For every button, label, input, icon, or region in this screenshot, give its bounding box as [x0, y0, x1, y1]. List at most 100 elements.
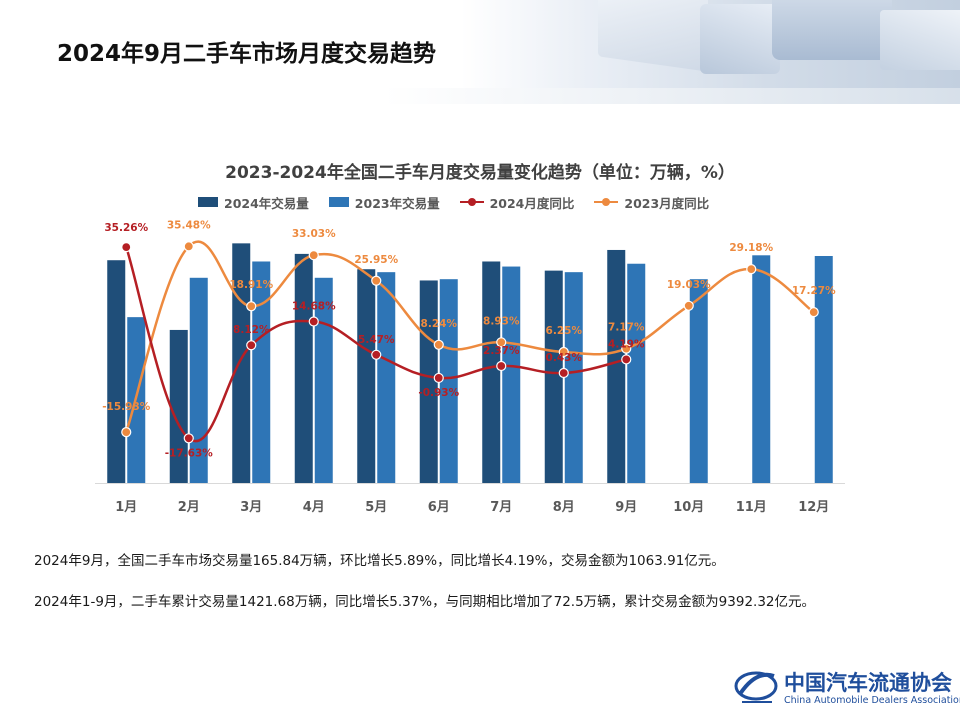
- legend-item-2024-yoy: 2024月度同比: [459, 193, 575, 212]
- bar-2024-7: [482, 261, 501, 483]
- bar-2024-8: [544, 270, 563, 483]
- bar-2024-1: [107, 260, 126, 483]
- legend-item-2024-volume: 2024年交易量: [198, 193, 309, 212]
- point-2024-yoy-8: [558, 367, 569, 379]
- point-2024-yoy-9: [621, 354, 632, 365]
- point-2023-yoy-10: [683, 300, 694, 311]
- point-2024-yoy-3: [246, 340, 257, 351]
- x-tick-label: 10月: [673, 500, 704, 515]
- legend-item-2023-yoy: 2023月度同比: [594, 193, 709, 212]
- point-2023-yoy-1: [121, 427, 132, 438]
- bar-2023-12: [814, 256, 833, 483]
- header-banner: [0, 0, 960, 104]
- bar-2023-10: [689, 279, 708, 483]
- data-label-2024-yoy: 14.68%: [292, 301, 336, 313]
- data-label-2023-yoy: 29.18%: [729, 242, 773, 254]
- chart-canvas: 1月 2月 3月 4月 5月 6月 7月 8月 9月 10月 11月 12月 35.26% -17.63%…: [95, 219, 845, 515]
- bar-2023-4: [314, 277, 333, 483]
- point-2024-yoy-7: [496, 360, 507, 372]
- legend-label: 2023年交易量: [354, 195, 440, 211]
- data-label-2024-yoy: 4.19%: [608, 338, 645, 350]
- x-tick-label: 8月: [553, 500, 575, 515]
- point-2024-yoy-4: [308, 316, 319, 327]
- legend-swatch: [198, 197, 218, 207]
- point-2023-yoy-3: [246, 301, 257, 312]
- x-tick-label: 2月: [178, 500, 200, 515]
- chart-legend: 2024年交易量 2023年交易量 2024月度同比 2023月度同比: [198, 192, 729, 212]
- point-2023-yoy-4: [308, 250, 319, 261]
- point-2024-yoy-1: [121, 242, 132, 253]
- data-label-2023-yoy: 18.91%: [229, 279, 273, 291]
- data-label-2024-yoy: 2.37%: [483, 345, 520, 357]
- x-tick-label: 6月: [428, 500, 450, 515]
- data-label-2023-yoy: -15.93%: [102, 401, 151, 413]
- header-band: [0, 88, 960, 104]
- data-label-2024-yoy: 8.12%: [233, 324, 270, 336]
- data-label-2024-yoy: -0.93%: [418, 387, 459, 399]
- cada-logo-mark: [734, 671, 778, 703]
- bar-2023-7: [502, 266, 521, 483]
- legend-swatch: [328, 197, 349, 207]
- point-2024-yoy-2: [183, 433, 194, 444]
- bar-2023-5: [377, 272, 396, 483]
- point-2023-yoy-2: [183, 241, 194, 252]
- legend-item-2023-volume: 2023年交易量: [328, 193, 440, 212]
- data-label-2023-yoy: 7.17%: [608, 322, 645, 334]
- cada-logo: 中国汽车流通协会 China Automobile Dealers Associ…: [734, 664, 960, 710]
- data-label-2023-yoy: 33.03%: [292, 228, 336, 240]
- data-label-2023-yoy: 8.24%: [421, 318, 458, 330]
- bar-2024-9: [607, 249, 626, 483]
- point-2023-yoy-9: [621, 343, 632, 354]
- logo-name-en: China Automobile Dealers Association: [784, 695, 960, 706]
- x-tick-label: 4月: [303, 500, 325, 515]
- point-2023-yoy-11: [746, 264, 757, 275]
- bar-2023-11: [752, 255, 771, 483]
- x-tick-label: 5月: [365, 500, 387, 515]
- decor-cube: [772, 0, 892, 60]
- point-2024-yoy-6: [433, 372, 444, 384]
- summary-note-1: 2024年9月，全国二手车市场交易量165.84万辆，环比增长5.89%，同比增…: [34, 553, 725, 569]
- page-title: 2024年9月二手车市场月度交易趋势: [57, 41, 437, 67]
- data-label-2024-yoy: 35.26%: [104, 222, 148, 234]
- legend-label: 2024年交易量: [224, 195, 309, 211]
- data-label-2024-yoy: -17.63%: [165, 447, 214, 459]
- bar-2024-2: [169, 329, 188, 483]
- x-tick-label: 3月: [240, 500, 262, 515]
- data-label-2024-yoy: 0.43%: [546, 352, 583, 364]
- legend-label: 2023月度同比: [624, 195, 710, 211]
- decor-cube: [880, 10, 960, 70]
- point-2023-yoy-6: [433, 339, 444, 350]
- x-tick-label: 11月: [736, 500, 767, 515]
- line-2023-yoy: [125, 240, 815, 433]
- legend-swatch: [459, 197, 484, 207]
- bar-2024-6: [419, 280, 438, 483]
- point-2024-yoy-5: [371, 349, 382, 360]
- point-2023-yoy-7: [496, 337, 507, 348]
- point-2023-yoy-12: [808, 307, 819, 318]
- bar-2023-8: [564, 272, 583, 483]
- data-label-2023-yoy: 6.25%: [546, 325, 583, 337]
- point-2023-yoy-8: [558, 346, 569, 358]
- x-tick-label: 9月: [615, 500, 637, 515]
- logo-name-cn: 中国汽车流通协会: [784, 670, 952, 695]
- x-tick-label: 7月: [490, 500, 512, 515]
- data-label-2024-yoy: 5.47%: [358, 334, 395, 346]
- summary-note-2: 2024年1-9月，二手车累计交易量1421.68万辆，同比增长5.37%，与同…: [34, 594, 816, 610]
- chart-title: 2023-2024年全国二手车月度交易量变化趋势（单位：万辆，%）: [225, 163, 735, 183]
- data-label-2023-yoy: 35.48%: [167, 219, 211, 231]
- bar-2023-3: [252, 261, 271, 483]
- x-tick-label: 1月: [115, 500, 137, 515]
- bar-2023-2: [189, 277, 208, 483]
- bar-2024-4: [294, 253, 313, 483]
- data-label-2023-yoy: 8.93%: [483, 315, 520, 327]
- bar-2023-9: [627, 263, 646, 483]
- decor-cube: [700, 4, 780, 74]
- bar-2023-6: [439, 279, 458, 483]
- legend-label: 2024月度同比: [489, 195, 575, 211]
- data-label-2023-yoy: 17.27%: [792, 285, 836, 297]
- bar-2024-5: [357, 269, 376, 483]
- data-label-2023-yoy: 19.03%: [667, 279, 711, 291]
- data-label-2023-yoy: 25.95%: [354, 254, 398, 266]
- legend-swatch: [594, 197, 619, 207]
- x-tick-label: 12月: [798, 500, 829, 515]
